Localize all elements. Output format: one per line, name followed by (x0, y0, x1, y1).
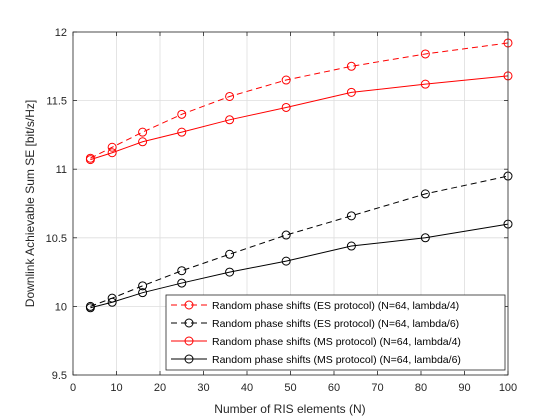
data-point-series-1 (281, 75, 291, 85)
x-tick-label: 0 (70, 382, 76, 394)
x-tick-label: 40 (241, 382, 253, 394)
data-point-series-2 (420, 189, 430, 199)
legend-entry-label: Random phase shifts (ES protocol) (N=64,… (212, 300, 459, 312)
x-tick-label: 70 (371, 382, 383, 394)
data-point-series-2 (225, 249, 235, 259)
data-point-series-1 (107, 142, 117, 152)
data-point-series-3 (177, 127, 187, 137)
data-point-series-3 (420, 79, 430, 89)
legend-swatch-marker (184, 336, 194, 346)
x-tick-label: 10 (110, 382, 122, 394)
series-line-2 (90, 175, 509, 307)
data-point-series-3 (346, 87, 356, 97)
y-tick-label: 9.5 (52, 370, 67, 382)
y-tick-label: 11.5 (46, 96, 67, 108)
data-point-series-2 (281, 230, 291, 240)
legend-swatch-marker (184, 300, 194, 310)
x-tick-label: 50 (284, 382, 296, 394)
data-point-series-4 (225, 267, 235, 277)
series-line-4 (90, 223, 509, 309)
data-point-series-3 (107, 148, 117, 158)
data-point-series-1 (346, 61, 356, 71)
y-tick-label: 10 (55, 301, 67, 313)
data-point-series-4 (177, 278, 187, 288)
x-tick-label: 90 (458, 382, 470, 394)
data-point-series-4 (420, 233, 430, 243)
legend-entry-label: Random phase shifts (MS protocol) (N=64,… (212, 354, 461, 366)
data-point-series-1 (177, 109, 187, 119)
x-tick-label: 60 (328, 382, 340, 394)
legend: Random phase shifts (ES protocol) (N=64,… (165, 294, 506, 371)
data-point-series-4 (346, 241, 356, 251)
data-point-series-1 (225, 91, 235, 101)
y-tick-label: 12 (55, 27, 67, 39)
data-point-series-4 (107, 297, 117, 307)
data-point-series-4 (138, 288, 148, 298)
legend-box (165, 294, 506, 371)
x-tick-label: 80 (415, 382, 427, 394)
data-point-series-4 (281, 256, 291, 266)
legend-entry-label: Random phase shifts (ES protocol) (N=64,… (212, 318, 459, 330)
data-point-series-3 (138, 137, 148, 147)
data-point-series-2 (177, 266, 187, 276)
x-axis-label: Number of RIS elements (N) (214, 402, 365, 416)
legend-swatch-marker (184, 318, 194, 328)
x-tick-label: 20 (154, 382, 166, 394)
data-point-series-1 (138, 127, 148, 137)
data-point-series-3 (225, 115, 235, 125)
data-point-series-2 (346, 211, 356, 221)
data-point-series-4 (85, 303, 95, 313)
data-point-series-1 (420, 49, 430, 59)
data-point-series-3 (281, 102, 291, 112)
series-line-1 (90, 42, 509, 159)
x-tick-label: 100 (499, 382, 517, 394)
x-tick-label: 30 (197, 382, 209, 394)
axis-ticks: 0 10 20 30 40 50 60 70 80 90 100 9.5 10 10.5 11 11.5 12 (46, 27, 518, 394)
series-line-3 (90, 75, 509, 161)
legend-entry-label: Random phase shifts (MS protocol) (N=64,… (212, 336, 461, 348)
legend-swatch-marker (184, 354, 194, 364)
series-lines (85, 38, 513, 313)
y-tick-label: 11 (56, 164, 67, 176)
data-point-series-3 (85, 155, 95, 165)
y-tick-label: 10.5 (46, 233, 67, 245)
y-axis-label: Downlink Achievable Sum SE [bit/s/Hz] (23, 100, 37, 307)
data-point-series-2 (138, 281, 148, 291)
